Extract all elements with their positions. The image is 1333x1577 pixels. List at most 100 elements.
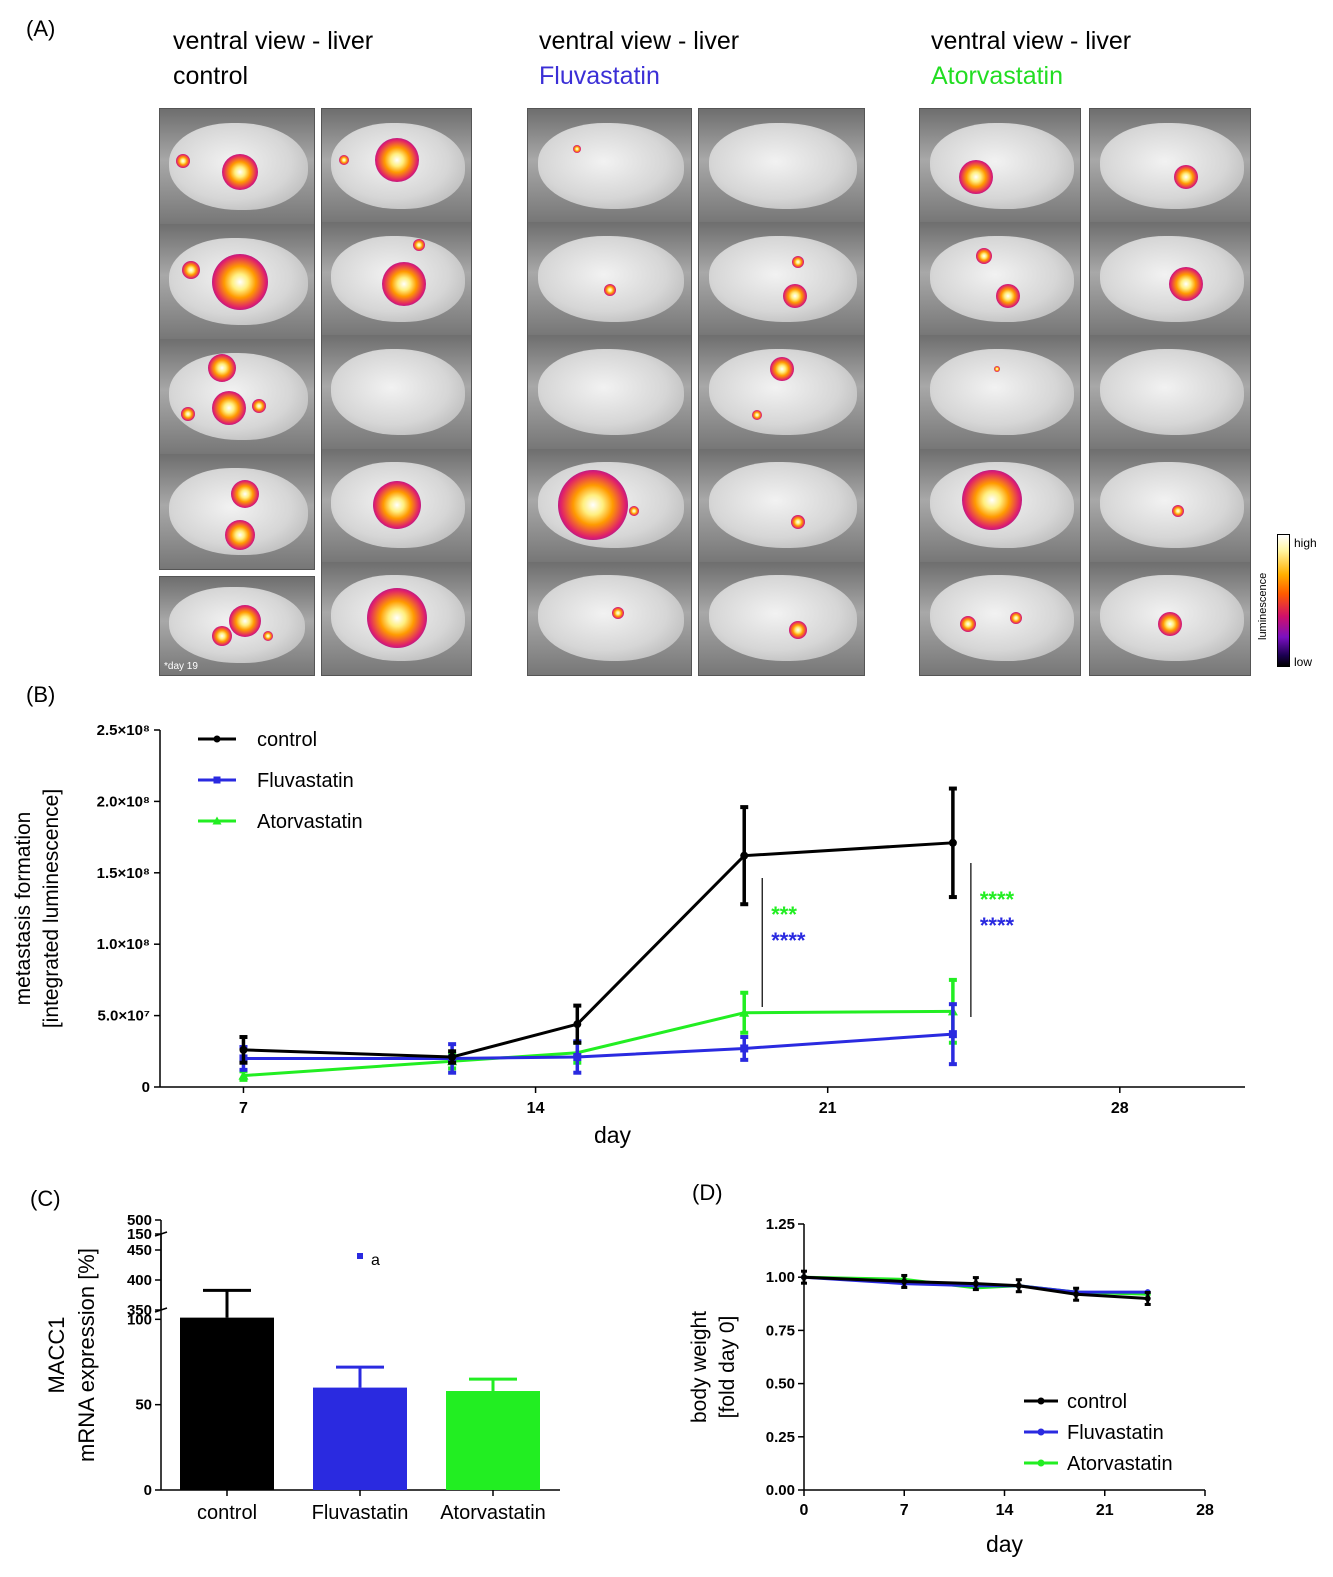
bar-fluvastatin	[313, 1387, 407, 1490]
luminescence-signal	[181, 261, 200, 279]
scale-high-label: high	[1294, 536, 1317, 550]
mouse-body	[708, 462, 858, 549]
panel-b-label: (B)	[26, 682, 56, 707]
y-axis-label-line1: MACC1	[44, 1316, 69, 1393]
legend-label: Fluvastatin	[1067, 1422, 1164, 1444]
group-treatment-label: Atorvastatin	[931, 62, 1064, 90]
mouse-body	[1099, 122, 1244, 209]
data-point	[573, 1053, 582, 1062]
mouse-image	[920, 222, 1080, 336]
mouse-body	[708, 575, 858, 662]
luminescence-signal	[1169, 267, 1203, 302]
y-axis-label-line1: body weight	[688, 1311, 711, 1423]
luminescence-signal	[207, 353, 236, 382]
mouse-body	[537, 235, 685, 322]
data-point	[1073, 1291, 1080, 1298]
legend-marker	[1037, 1428, 1045, 1436]
y-tick-label: 1.0×10⁸	[97, 936, 150, 953]
mouse-image	[160, 224, 314, 339]
legend-marker	[1037, 1459, 1045, 1467]
x-tick-label: Atorvastatin	[440, 1502, 546, 1524]
luminescence-signal	[372, 481, 421, 530]
data-point	[972, 1280, 979, 1287]
luminescence-signal	[212, 253, 269, 310]
mouse-image-column	[321, 108, 472, 676]
mouse-body	[929, 235, 1074, 322]
luminescence-signal	[212, 391, 247, 425]
series-line-atorvastatin	[243, 1009, 953, 1078]
group-title-control: ventral view - liver control	[173, 24, 373, 94]
chart-c-macc1: 350 400 450 500 0 50 100 150 control Fluvastatin A…	[44, 1212, 560, 1524]
panel-c-label: (C)	[30, 1186, 61, 1211]
mouse-image-column	[159, 108, 315, 570]
mouse-image	[699, 222, 864, 336]
mouse-image	[920, 109, 1080, 223]
significance-green: ****	[980, 887, 1015, 912]
y-tick-label: 0	[142, 1079, 150, 1096]
mouse-image	[160, 454, 314, 569]
x-tick-label: 21	[1096, 1502, 1114, 1519]
y-axis-label-line2: [integrated luminescence]	[40, 789, 63, 1028]
panel-d-label: (D)	[692, 1180, 723, 1205]
mouse-image-column	[698, 108, 865, 676]
luminescence-signal	[230, 480, 259, 509]
legend-label: Atorvastatin	[1067, 1453, 1173, 1475]
mouse-image	[920, 561, 1080, 675]
legend-marker	[212, 816, 222, 825]
outlier-point	[357, 1253, 363, 1259]
group-title-atorvastatin: ventral view - liver Atorvastatin	[931, 24, 1131, 94]
luminescence-signal	[962, 469, 1022, 530]
y-axis-label-line2: mRNA expression [%]	[74, 1248, 99, 1462]
mouse-image-column	[919, 108, 1081, 676]
legend-marker	[213, 735, 221, 743]
x-tick-label: 14	[527, 1100, 545, 1117]
mouse-image	[528, 222, 691, 336]
y-tick-label: 0.25	[766, 1429, 795, 1446]
mouse-image	[528, 335, 691, 449]
mouse-body	[537, 575, 685, 662]
mouse-image-inset: *day 19	[159, 576, 315, 676]
data-point	[1015, 1282, 1022, 1289]
mouse-body	[929, 575, 1074, 662]
y-tick-label: 2.0×10⁸	[97, 793, 150, 810]
luminescence-signal	[993, 366, 1000, 373]
y-tick-label: 500	[127, 1212, 152, 1229]
data-point	[739, 1007, 750, 1017]
y-tick-label: 50	[135, 1397, 152, 1414]
luminescence-signal	[339, 154, 350, 165]
luminescence-signal	[789, 620, 807, 639]
y-tick-label: 1.5×10⁸	[97, 865, 150, 882]
legend-label: control	[257, 729, 317, 751]
data-point	[448, 1053, 457, 1062]
series-line-control	[243, 841, 953, 1059]
mouse-body	[929, 348, 1074, 435]
y-tick-label: 0.00	[766, 1482, 795, 1499]
mouse-body	[929, 122, 1074, 209]
luminescence-signal	[558, 470, 629, 541]
scale-title: luminescence	[1257, 572, 1269, 640]
y-tick-label: 100	[127, 1311, 152, 1328]
mouse-image	[528, 109, 691, 223]
y-axis-label-line2: [fold day 0]	[716, 1316, 739, 1419]
mouse-image-column	[527, 108, 692, 676]
luminescence-signal	[211, 625, 232, 646]
mouse-image	[699, 561, 864, 675]
data-point	[239, 1045, 248, 1054]
y-tick-label: 0	[144, 1482, 152, 1499]
luminescence-signal	[228, 605, 261, 638]
luminescence-signal	[176, 153, 191, 168]
luminescence-signal	[381, 262, 426, 307]
legend-label: Fluvastatin	[257, 770, 354, 792]
y-tick-label: 0.75	[766, 1322, 795, 1339]
luminescence-signal	[412, 238, 425, 251]
data-point	[948, 1030, 957, 1039]
luminescence-signal	[611, 606, 624, 619]
luminescence-signal	[572, 144, 581, 153]
panel-a-label: (A)	[26, 16, 56, 41]
luminescence-signal	[262, 630, 273, 641]
data-point	[1144, 1295, 1151, 1302]
x-tick-label: control	[197, 1502, 257, 1524]
group-view-label: ventral view - liver	[539, 27, 740, 55]
luminescence-signal	[1010, 612, 1022, 625]
mouse-body	[1099, 348, 1244, 435]
